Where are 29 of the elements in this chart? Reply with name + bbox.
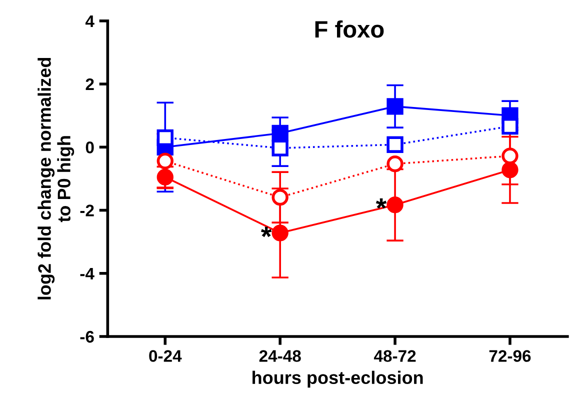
y-tick-label: 4 [85,15,94,27]
y-tick-label: -2 [80,204,94,216]
x-tick-label: 72-96 [489,350,531,362]
point [386,196,404,214]
y-axis-title: log2 fold change normalized to P0 high [38,58,74,300]
point [502,148,518,164]
x-tick-label: 24-48 [259,350,301,362]
point [156,129,174,146]
annotation: * [260,226,272,238]
point [272,188,288,206]
y-tick-label: 0 [86,142,94,154]
x-axis-title: hours post-eclosion [252,370,423,388]
annotation: * [376,198,387,209]
chart-title: F foxo [315,20,384,38]
point [502,118,518,135]
point [156,152,174,170]
point [272,124,288,142]
point [386,156,404,172]
point [272,140,288,156]
point [272,224,288,242]
y-tick-label: 2 [86,78,94,90]
x-tick-label: 0-24 [149,350,182,362]
x-tick-label: 48-72 [374,350,416,362]
point [386,98,404,115]
point [502,162,518,178]
point [156,168,174,186]
y-tick-label: -4 [80,268,94,280]
y-tick-label: -6 [80,330,94,343]
point [386,136,404,153]
